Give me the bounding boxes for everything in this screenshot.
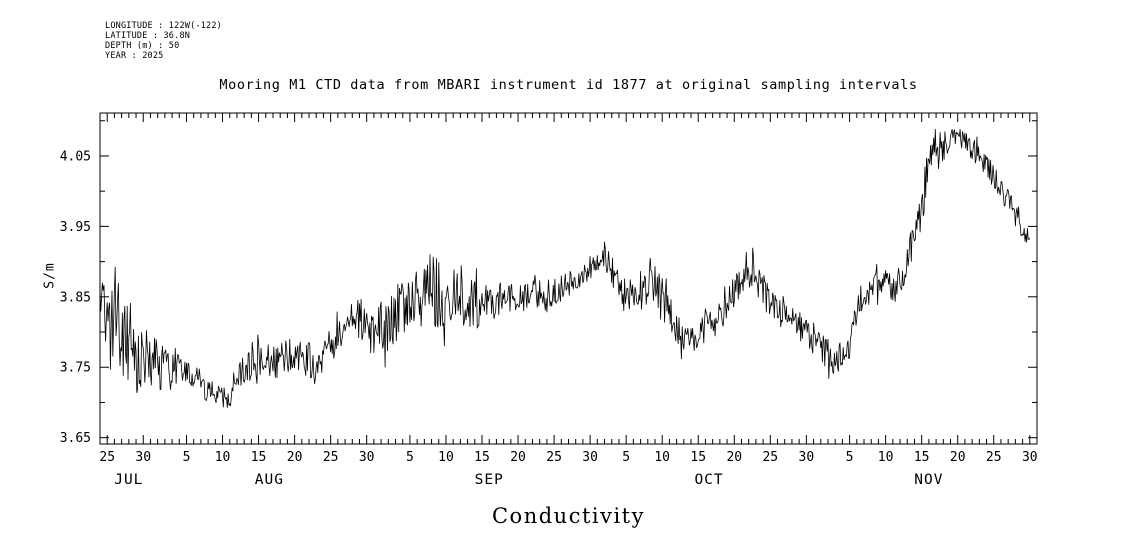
plot-frame	[99, 112, 1038, 445]
y-tick-label: 3.95	[60, 220, 91, 235]
metadata-depth: DEPTH (m) : 50	[105, 41, 180, 51]
x-tick-label: 30	[359, 450, 375, 465]
station-metadata: LONGITUDE : 122W(-122) LATITUDE : 36.8N …	[105, 21, 222, 61]
x-tick-label: 10	[654, 450, 670, 465]
x-tick-label: 25	[99, 450, 115, 465]
x-tick-label: 15	[690, 450, 706, 465]
y-tick-label: 3.65	[60, 431, 91, 446]
chart-variable-label: Conductivity	[491, 504, 645, 528]
x-tick-label: 5	[622, 450, 630, 465]
x-tick-label: 20	[726, 450, 742, 465]
x-tick-label: 10	[878, 450, 894, 465]
x-tick-label: 30	[135, 450, 151, 465]
y-tick-label: 3.85	[60, 290, 91, 305]
x-tick-label: 30	[799, 450, 815, 465]
month-label: JUL	[114, 472, 143, 488]
metadata-latitude: LATITUDE : 36.8N	[105, 31, 191, 41]
x-tick-label: 10	[215, 450, 231, 465]
x-tick-label: 5	[183, 450, 191, 465]
x-tick-label: 5	[406, 450, 414, 465]
y-tick-label: 3.75	[60, 361, 91, 376]
x-tick-label: 10	[438, 450, 454, 465]
month-label: NOV	[914, 472, 943, 488]
x-tick-label: 20	[287, 450, 303, 465]
x-tick-label: 25	[323, 450, 339, 465]
x-tick-label: 20	[510, 450, 526, 465]
month-label: AUG	[255, 472, 284, 488]
x-tick-label: 15	[251, 450, 267, 465]
x-tick-label: 5	[846, 450, 854, 465]
x-tick-label: 20	[950, 450, 966, 465]
x-tick-label: 30	[582, 450, 598, 465]
x-tick-label: 15	[914, 450, 930, 465]
metadata-longitude: LONGITUDE : 122W(-122)	[105, 21, 222, 31]
chart-title: Mooring M1 CTD data from MBARI instrumen…	[219, 77, 918, 93]
metadata-year: YEAR : 2025	[105, 51, 164, 61]
x-tick-label: 15	[474, 450, 490, 465]
conductivity-series-line	[99, 129, 1031, 408]
x-tick-label: 25	[762, 450, 778, 465]
y-tick-label: 4.05	[60, 149, 91, 164]
month-label: OCT	[694, 472, 723, 488]
x-tick-label: 30	[1022, 450, 1038, 465]
month-label: SEP	[475, 472, 504, 488]
x-tick-label: 25	[546, 450, 562, 465]
x-tick-label: 25	[986, 450, 1002, 465]
